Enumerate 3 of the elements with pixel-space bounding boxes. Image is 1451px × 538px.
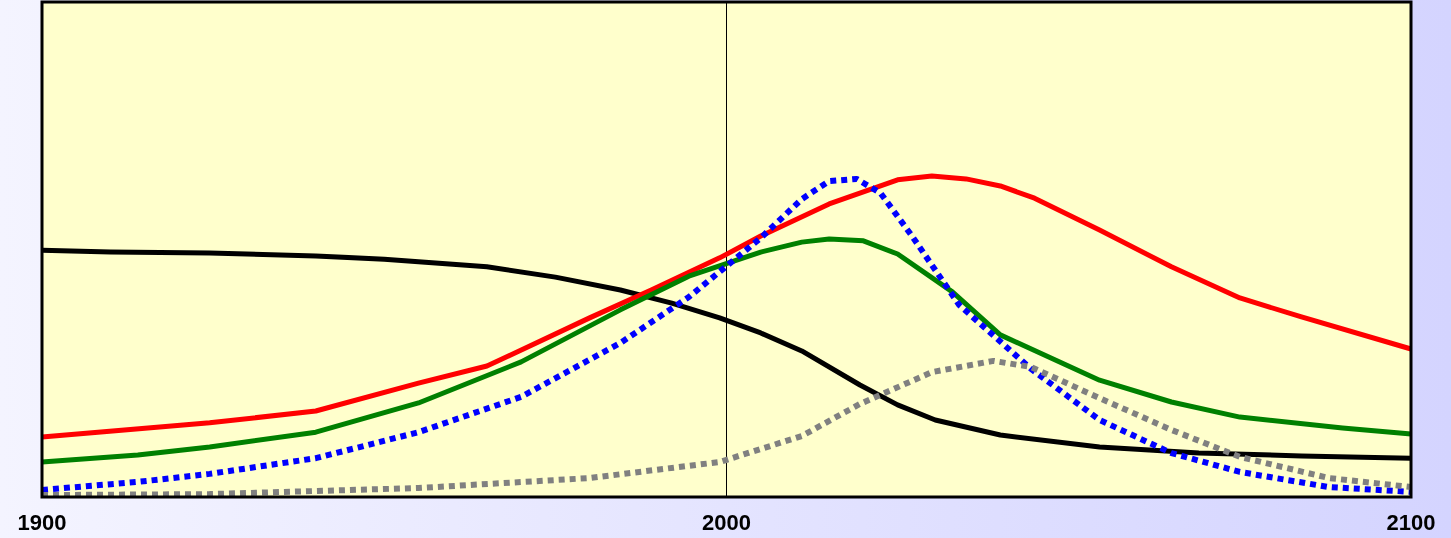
x-tick-label: 2000 — [702, 510, 751, 535]
x-tick-label: 1900 — [17, 510, 67, 535]
x-tick-label: 2100 — [1386, 510, 1436, 535]
